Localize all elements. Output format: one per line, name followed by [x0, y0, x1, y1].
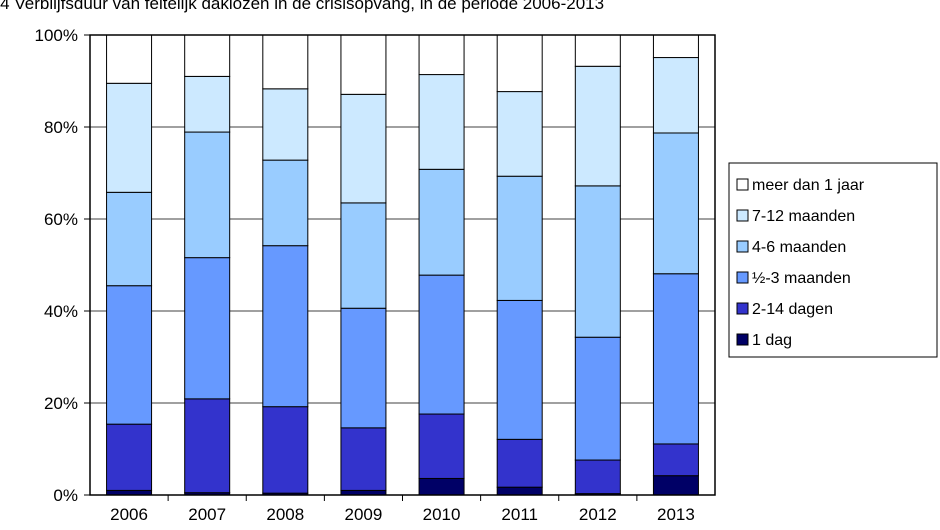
bar-segment [418, 168, 465, 276]
bar-segment [106, 34, 153, 84]
legend-swatch [736, 302, 749, 315]
x-tick-label: 2013 [657, 505, 695, 524]
bar-segment [184, 398, 231, 494]
bar-segment [652, 443, 699, 477]
bar-segment [184, 34, 231, 77]
bar-segment [574, 459, 621, 495]
y-tick-label: 100% [35, 26, 78, 45]
legend-swatch [736, 271, 749, 284]
bar-segment [106, 82, 153, 193]
bar-segment [496, 438, 543, 488]
bar-segment [184, 75, 231, 133]
bar-segment [496, 299, 543, 440]
bar-segment [340, 307, 387, 429]
bar-segment [652, 132, 699, 275]
bar-segment [652, 57, 699, 134]
legend-swatch [736, 209, 749, 222]
plot-area [89, 34, 716, 496]
bar-segment [106, 285, 153, 425]
y-tick-label: 60% [44, 210, 78, 229]
bar-segment [262, 34, 309, 90]
bar-segment [262, 159, 309, 247]
legend-swatch [736, 333, 749, 346]
bar-segment [340, 34, 387, 95]
x-tick-label: 2010 [423, 505, 461, 524]
legend-label: ½-3 maanden [752, 270, 851, 287]
bar-segment [418, 477, 465, 496]
x-tick-label: 2009 [345, 505, 383, 524]
x-tick-label: 2007 [188, 505, 226, 524]
bar-segment [496, 91, 543, 177]
bar-segment [106, 191, 153, 287]
bar-segment [262, 245, 309, 408]
bar-segment [496, 175, 543, 301]
legend-label: 4-6 maanden [752, 239, 846, 256]
legend-label: 7-12 maanden [752, 208, 855, 225]
bar-segment [184, 131, 231, 259]
bar-segment [574, 185, 621, 338]
bar-segment [418, 34, 465, 76]
bar-segment [106, 423, 153, 491]
y-tick-label: 40% [44, 302, 78, 321]
bar-segment [652, 34, 699, 59]
legend-label: 1 dag [752, 332, 792, 349]
bar-segment [574, 336, 621, 461]
legend-swatch [736, 178, 749, 191]
chart-title: 3.4 Verblijfsduur van feitelijk daklozen… [0, 0, 605, 13]
bar-segment [496, 486, 543, 496]
legend-box [728, 162, 938, 358]
x-tick-label: 2011 [501, 505, 538, 524]
bar-segment [652, 273, 699, 445]
bar-segment [652, 475, 699, 496]
bar-segment [418, 413, 465, 479]
legend-label: meer dan 1 jaar [752, 177, 865, 194]
bar-segment [496, 34, 543, 93]
bar-segment [418, 274, 465, 415]
bar-segment [184, 257, 231, 400]
x-tick-label: 2006 [110, 505, 148, 524]
bar-segment [262, 406, 309, 494]
bar-segment [418, 74, 465, 170]
legend-label: 2-14 dagen [752, 301, 833, 318]
bar-segment [340, 93, 387, 204]
bar-segment [262, 88, 309, 161]
legend-swatch [736, 240, 749, 253]
y-tick-label: 0% [53, 486, 78, 505]
y-tick-label: 20% [44, 394, 78, 413]
x-tick-label: 2008 [266, 505, 304, 524]
bar-segment [340, 427, 387, 491]
bar-segment [340, 202, 387, 309]
y-tick-label: 80% [44, 118, 78, 137]
bar-segment [574, 65, 621, 187]
x-tick-label: 2012 [579, 505, 617, 524]
bar-segment [574, 34, 621, 67]
